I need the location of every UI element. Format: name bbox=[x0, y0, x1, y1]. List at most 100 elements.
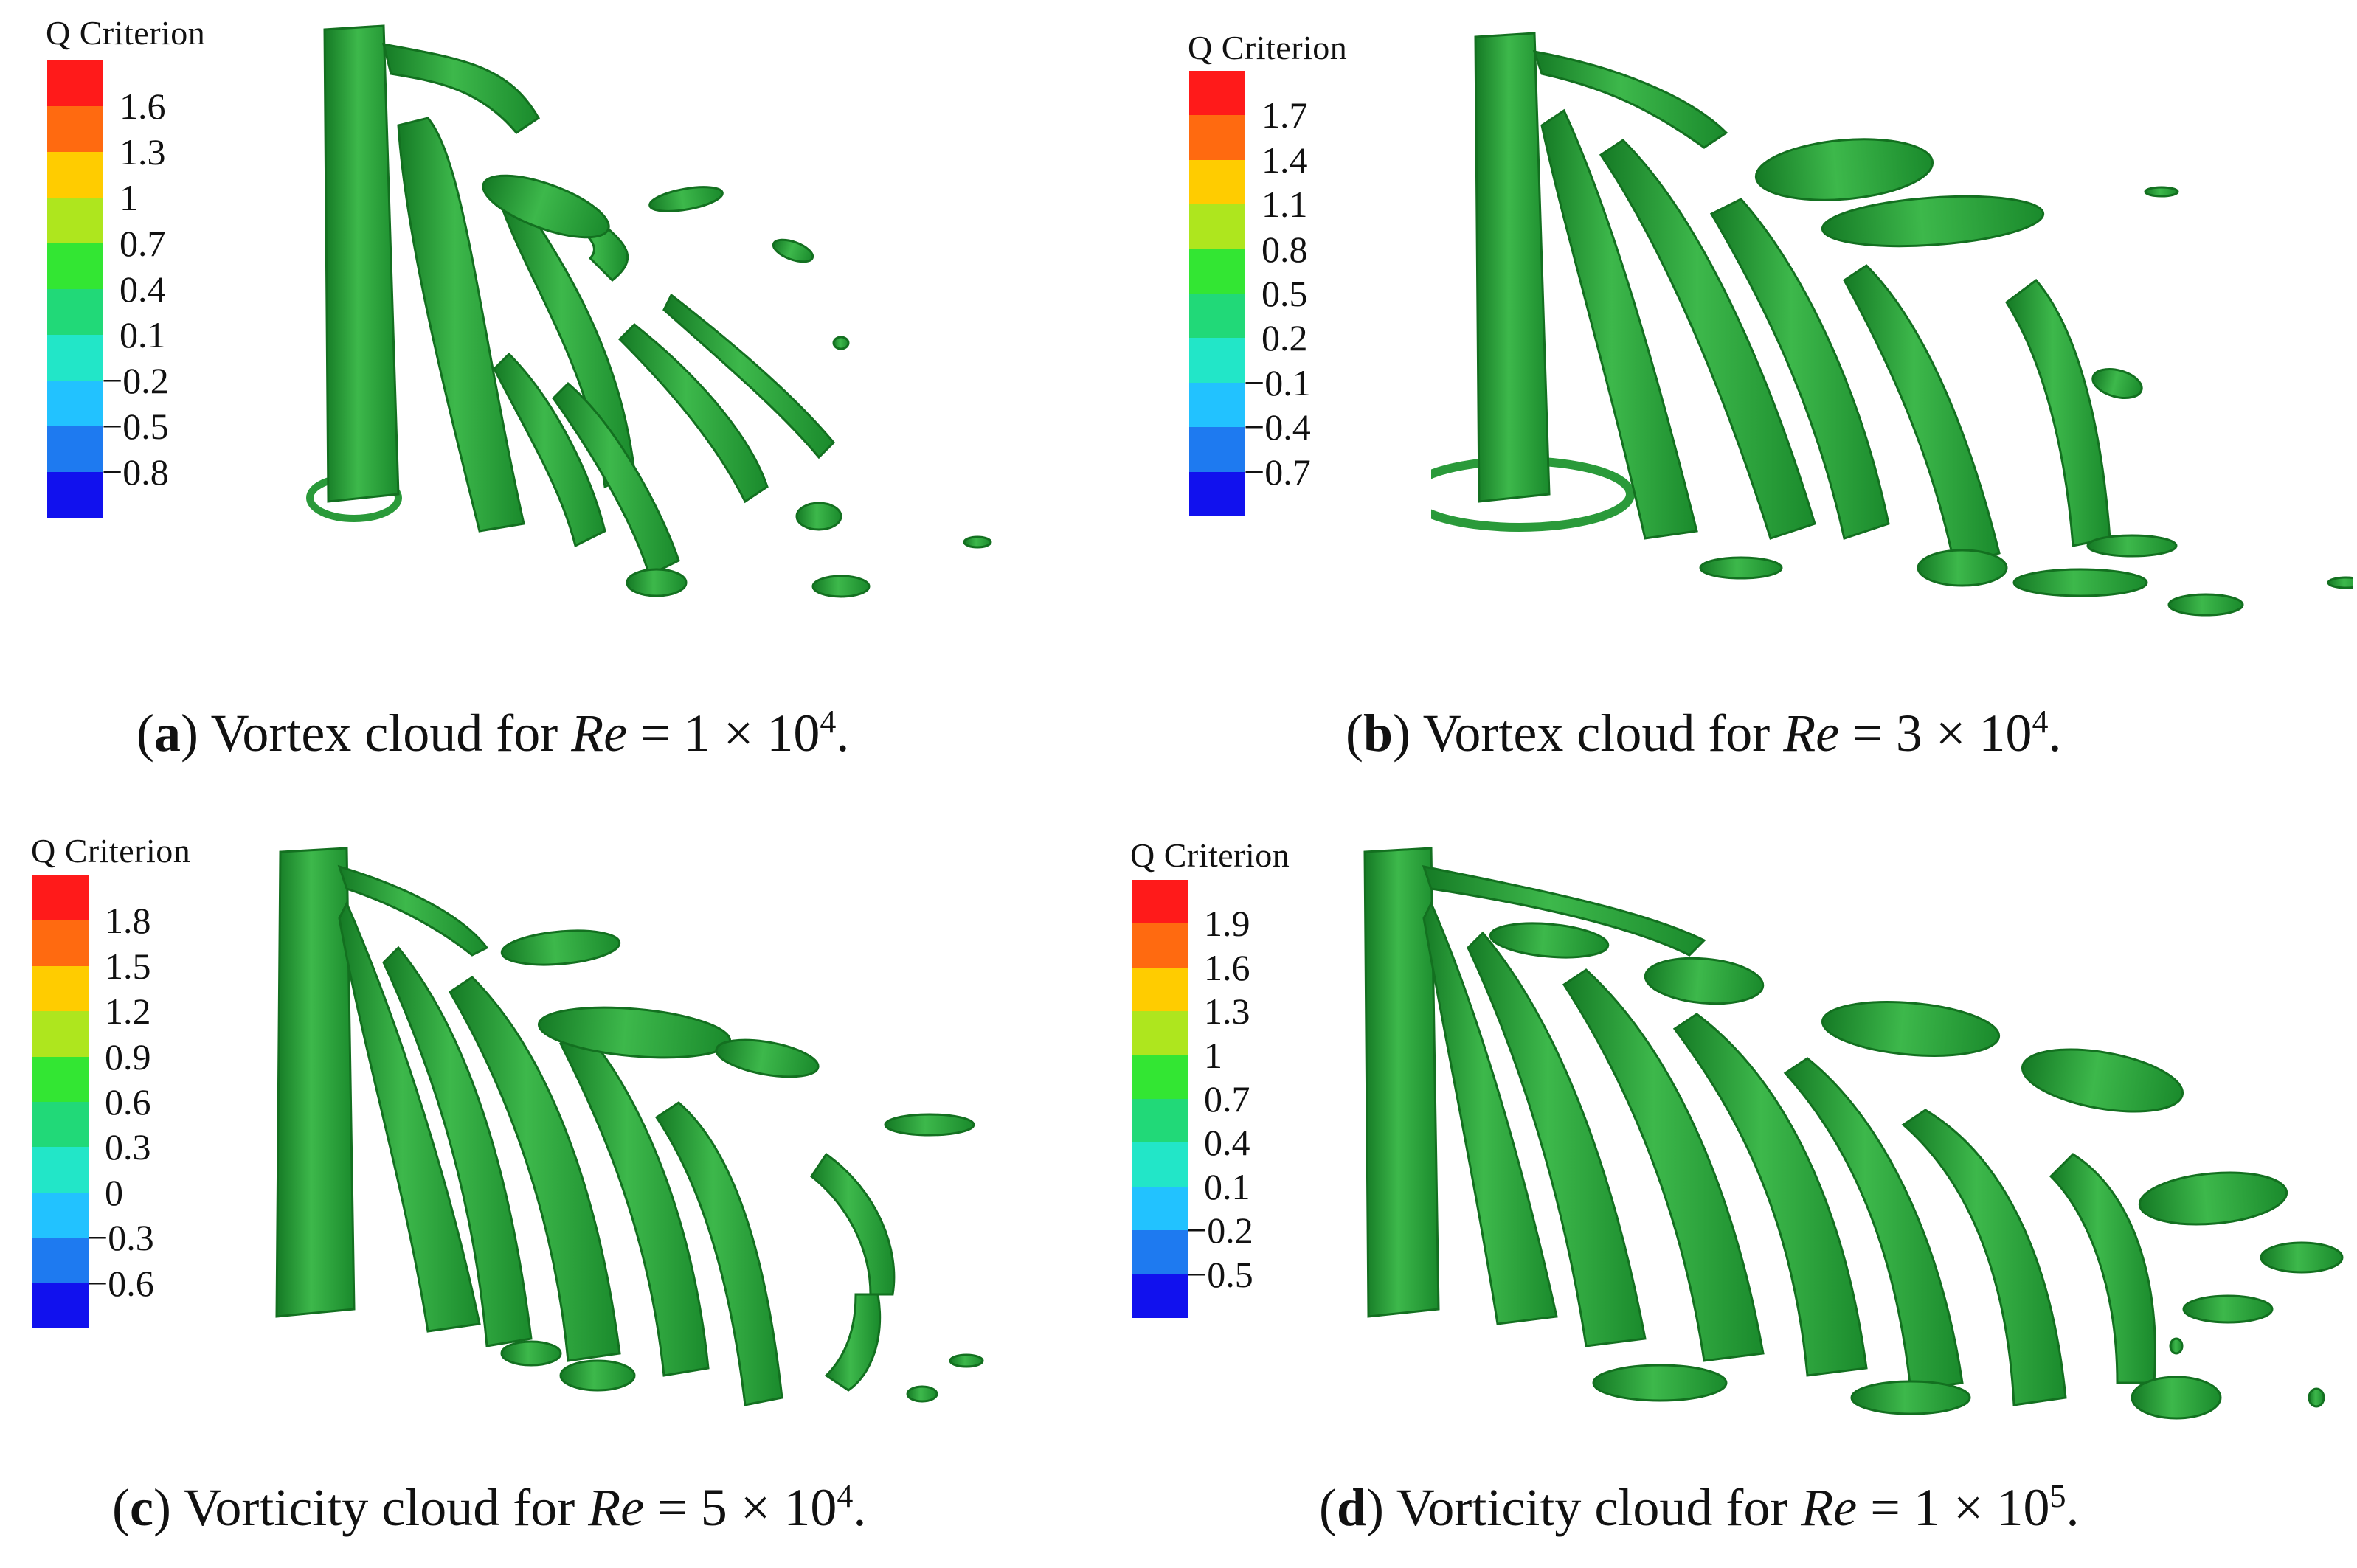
caption-label: c bbox=[129, 1478, 153, 1537]
colorbar-segment bbox=[1189, 338, 1245, 383]
colorbar-segment bbox=[1189, 159, 1245, 205]
caption-a: (a) Vortex cloud for Re = 1 × 104. bbox=[136, 704, 850, 763]
colorbar-segment bbox=[32, 1283, 89, 1328]
colorbar-segment bbox=[1132, 967, 1188, 1012]
colorbar-tick-label: −0.7 bbox=[1244, 451, 1311, 493]
colorbar-segment bbox=[47, 152, 103, 198]
colorbar-segment bbox=[1189, 382, 1245, 428]
legend-title: Q Criterion bbox=[1130, 836, 1290, 874]
colorbar-segment bbox=[1189, 204, 1245, 249]
colorbar-segment bbox=[1132, 923, 1188, 968]
colorbar-tick-label: 1.6 bbox=[1204, 946, 1250, 988]
colorbar-segment bbox=[1189, 471, 1245, 516]
vortex-isosurface-render bbox=[1363, 847, 2344, 1420]
panel-b: Q Criterion 1.7 1.4 1.1 0.8 0.5 0.2 −0.1 −0.4 −0… bbox=[1151, 0, 2357, 686]
colorbar-tick-label: 0.7 bbox=[120, 223, 166, 264]
colorbar-tick-label: 0.8 bbox=[1261, 228, 1308, 270]
colorbar-segment bbox=[1132, 1186, 1188, 1231]
colorbar-tick-label: −0.8 bbox=[102, 451, 169, 493]
colorbar-segment bbox=[1132, 1230, 1188, 1274]
colorbar-tick-label: 1.1 bbox=[1261, 184, 1308, 226]
colorbar-segment bbox=[32, 1192, 89, 1238]
colorbar-tick-label: 0.5 bbox=[1261, 273, 1308, 314]
colorbar-segment bbox=[32, 1147, 89, 1193]
colorbar-tick-label: 1.8 bbox=[105, 900, 151, 942]
colorbar-tick-label: 1.3 bbox=[120, 131, 166, 173]
colorbar-segment bbox=[47, 289, 103, 335]
colorbar-segment bbox=[32, 965, 89, 1012]
colorbar-tick-label: 1.7 bbox=[1261, 94, 1308, 136]
colorbar-tick-label: 1.5 bbox=[105, 945, 151, 987]
colorbar-segment bbox=[47, 198, 103, 243]
colorbar bbox=[1132, 880, 1188, 1318]
caption-d: (d) Vorticity cloud for Re = 1 × 105. bbox=[1319, 1478, 2080, 1537]
colorbar-tick-label: 0.1 bbox=[1204, 1165, 1250, 1207]
colorbar-tick-label: 1.3 bbox=[1204, 991, 1250, 1033]
colorbar-segment bbox=[1189, 71, 1245, 116]
colorbar-segment bbox=[32, 875, 89, 921]
colorbar-tick-label: −0.2 bbox=[1186, 1210, 1253, 1252]
panel-d: Q Criterion 1.9 1.6 1.3 1 0.7 0.4 0.1 −0.2 −0.5 bbox=[1107, 771, 2357, 1449]
colorbar-segment bbox=[1132, 1098, 1188, 1143]
colorbar-tick-label: 0 bbox=[105, 1171, 123, 1213]
caption-label: b bbox=[1363, 704, 1394, 763]
colorbar bbox=[1189, 71, 1245, 516]
vortex-isosurface-render bbox=[306, 24, 992, 598]
colorbar-tick-label: −0.2 bbox=[102, 360, 169, 401]
colorbar-segment bbox=[47, 381, 103, 426]
colorbar-tick-label: 0.2 bbox=[1261, 317, 1308, 359]
colorbar-segment bbox=[47, 335, 103, 381]
colorbar-tick-label: 0.4 bbox=[1204, 1122, 1250, 1164]
caption-c: (c) Vorticity cloud for Re = 5 × 104. bbox=[112, 1478, 867, 1537]
colorbar-tick-label: 0.7 bbox=[1204, 1078, 1250, 1120]
colorbar-tick-label: 1.4 bbox=[1261, 139, 1308, 181]
colorbar-tick-label: 0.4 bbox=[120, 268, 166, 310]
colorbar-segment bbox=[1132, 1274, 1188, 1318]
colorbar-segment bbox=[1189, 427, 1245, 472]
colorbar bbox=[47, 60, 103, 518]
colorbar-tick-label: 0.9 bbox=[105, 1035, 151, 1078]
vortex-isosurface-render bbox=[1431, 32, 2353, 617]
colorbar-segment bbox=[47, 472, 103, 518]
caption-label: d bbox=[1336, 1478, 1367, 1537]
colorbar-tick-label: 1 bbox=[120, 177, 138, 218]
colorbar-tick-label: −0.3 bbox=[87, 1217, 154, 1259]
colorbar-segment bbox=[47, 243, 103, 289]
colorbar-segment bbox=[1189, 249, 1245, 294]
legend-title: Q Criterion bbox=[46, 14, 206, 52]
colorbar bbox=[32, 875, 89, 1328]
colorbar-segment bbox=[1189, 293, 1245, 339]
colorbar-segment bbox=[32, 920, 89, 966]
colorbar-tick-label: −0.4 bbox=[1244, 406, 1311, 448]
colorbar-tick-label: −0.5 bbox=[102, 406, 169, 447]
panel-c: Q Criterion 1.8 1.5 1.2 0.9 0.6 0.3 0 −0.3 −0.6 bbox=[0, 771, 1051, 1449]
colorbar-tick-label: 0.3 bbox=[105, 1126, 151, 1168]
colorbar-segment bbox=[1132, 880, 1188, 924]
colorbar-segment bbox=[1189, 115, 1245, 160]
colorbar-segment bbox=[1132, 1011, 1188, 1055]
colorbar-segment bbox=[1132, 1142, 1188, 1187]
colorbar-segment bbox=[32, 1011, 89, 1057]
colorbar-tick-label: 1.9 bbox=[1204, 903, 1250, 945]
colorbar-tick-label: 1.6 bbox=[120, 86, 166, 127]
colorbar-tick-label: −0.5 bbox=[1186, 1253, 1253, 1295]
colorbar-segment bbox=[47, 106, 103, 152]
colorbar-segment bbox=[47, 426, 103, 472]
colorbar-segment bbox=[32, 1056, 89, 1102]
legend-title: Q Criterion bbox=[31, 832, 191, 870]
colorbar-segment bbox=[32, 1101, 89, 1148]
colorbar-tick-label: 1.2 bbox=[105, 991, 151, 1033]
caption-b: (b) Vortex cloud for Re = 3 × 104. bbox=[1346, 704, 2062, 763]
colorbar-segment bbox=[32, 1238, 89, 1283]
colorbar-tick-label: −0.1 bbox=[1244, 361, 1311, 403]
colorbar-tick-label: −0.6 bbox=[87, 1262, 154, 1304]
caption-label: a bbox=[153, 704, 181, 763]
colorbar-tick-label: 1 bbox=[1204, 1034, 1222, 1076]
legend-title: Q Criterion bbox=[1188, 29, 1348, 66]
panel-a: Q Criterion 1.6 1.3 1 0.7 0.4 0.1 −0.2 −0.5 −0.8 bbox=[0, 0, 1086, 686]
colorbar-tick-label: 0.6 bbox=[105, 1081, 151, 1123]
vortex-isosurface-render bbox=[275, 847, 984, 1406]
colorbar-segment bbox=[47, 60, 103, 106]
colorbar-segment bbox=[1132, 1055, 1188, 1099]
colorbar-tick-label: 0.1 bbox=[120, 314, 166, 355]
